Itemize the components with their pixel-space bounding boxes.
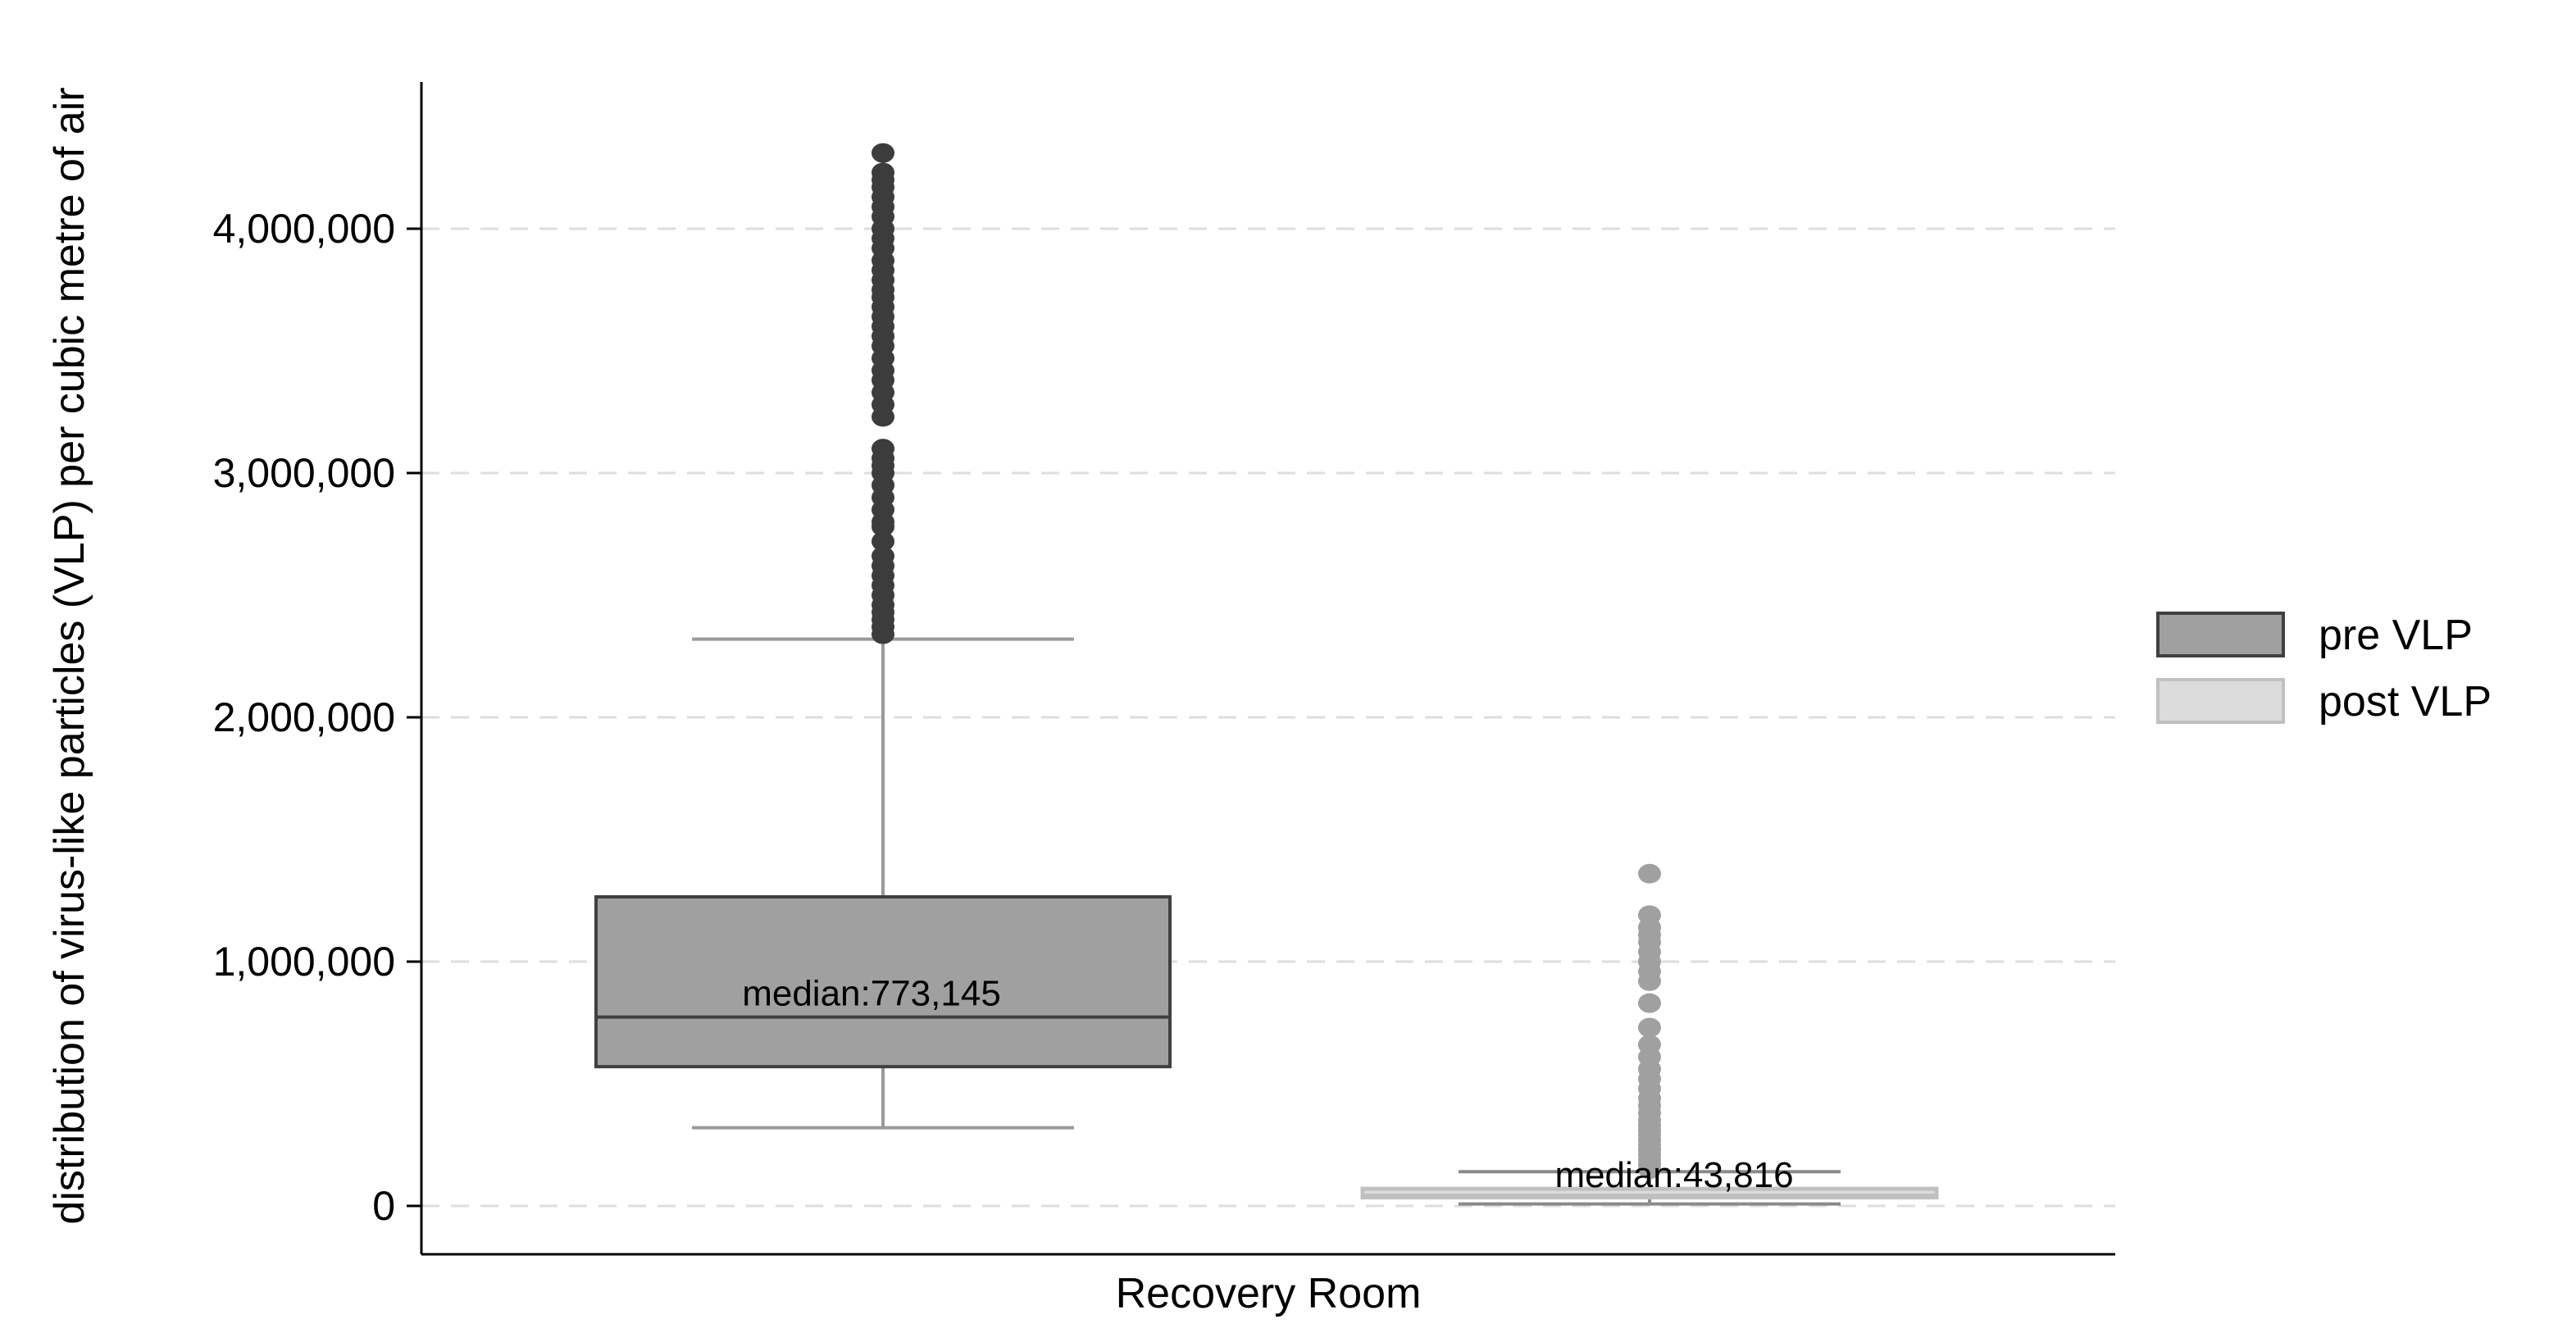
median-label: median:43,816 [1554, 1155, 1793, 1195]
legend-item: post VLP [2156, 678, 2492, 726]
outlier-point [872, 531, 894, 552]
y-tick-label: 4,000,000 [213, 206, 395, 252]
y-axis-title: distribution of virus-like particles (VL… [46, 87, 93, 1224]
y-tick-label: 2,000,000 [213, 694, 395, 740]
outlier-point [1638, 993, 1661, 1013]
y-axis-ticks: 0 1,000,000 2,000,000 3,000,000 4,000,000 [213, 206, 421, 1229]
outlier-point [1638, 1017, 1661, 1038]
outlier-point [872, 162, 894, 183]
legend-swatch [2156, 612, 2285, 657]
outlier-point [872, 143, 894, 163]
outlier-point [872, 546, 894, 566]
legend-item: pre VLP [2156, 612, 2473, 659]
legend-label: pre VLP [2319, 612, 2473, 659]
series-post-vlp: median:43,816 [1360, 863, 1939, 1206]
series-pre-vlp: median:773,145 [594, 143, 1172, 1130]
outlier-point [1638, 905, 1661, 926]
outlier-point [1638, 1035, 1661, 1055]
outlier-point [1638, 863, 1661, 884]
outlier-point [872, 439, 894, 459]
boxes: median:773,145 median:43,816 [594, 143, 1939, 1206]
iqr-box [594, 895, 1172, 1069]
legend: pre VLP post VLP [2156, 612, 2492, 726]
y-tick-label: 0 [372, 1183, 395, 1229]
x-axis-title: Recovery Room [1116, 1270, 1422, 1317]
y-tick-label: 1,000,000 [213, 939, 395, 985]
legend-swatch [2156, 678, 2285, 724]
y-tick-label: 3,000,000 [213, 450, 395, 496]
legend-label: post VLP [2319, 678, 2492, 726]
iqr-box [1360, 1186, 1939, 1200]
median-label: median:773,145 [742, 974, 1001, 1014]
